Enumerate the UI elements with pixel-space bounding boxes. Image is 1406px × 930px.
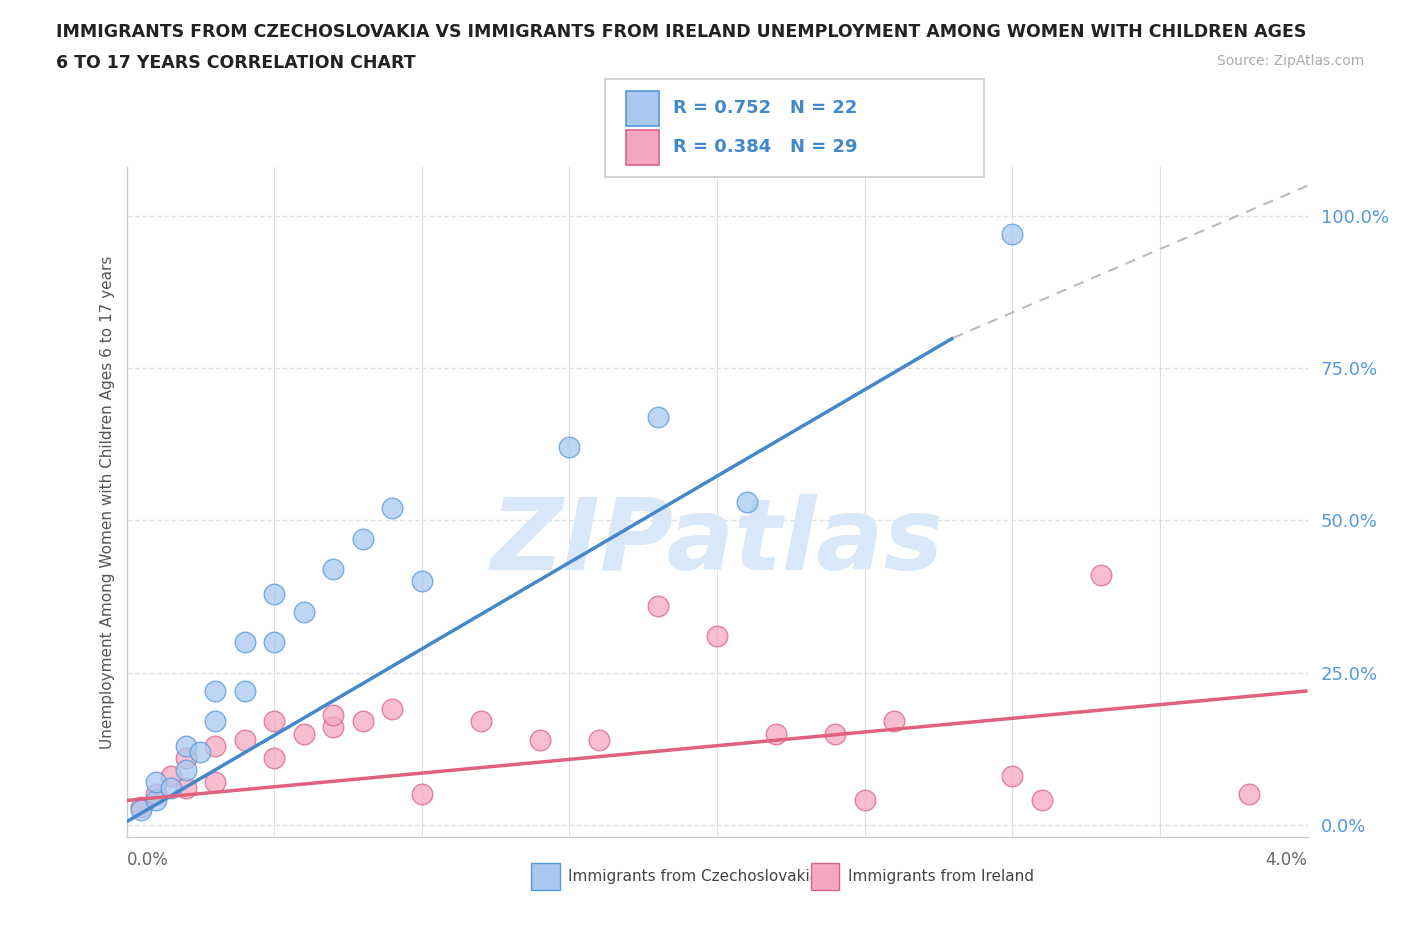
Point [145, 787, 167, 802]
Point [204, 775, 226, 790]
Point [322, 562, 344, 577]
Point [129, 803, 153, 817]
Point [174, 781, 197, 796]
Point [145, 793, 167, 808]
Point [322, 708, 344, 723]
Point [129, 799, 153, 814]
Point [647, 409, 669, 424]
Point [735, 495, 758, 510]
Point [824, 726, 846, 741]
Point [233, 732, 256, 747]
Text: R = 0.752   N = 22: R = 0.752 N = 22 [673, 100, 858, 117]
Point [1001, 769, 1024, 784]
Point [204, 714, 226, 729]
Point [322, 720, 344, 735]
Point [174, 751, 197, 765]
Point [174, 763, 197, 777]
Point [174, 738, 197, 753]
Point [706, 629, 728, 644]
Point [411, 574, 433, 589]
Point [853, 793, 876, 808]
Point [765, 726, 787, 741]
Text: 6 TO 17 YEARS CORRELATION CHART: 6 TO 17 YEARS CORRELATION CHART [56, 54, 416, 72]
Point [1090, 568, 1112, 583]
Text: Immigrants from Czechoslovakia: Immigrants from Czechoslovakia [568, 869, 820, 884]
Point [411, 787, 433, 802]
Point [588, 732, 610, 747]
Point [883, 714, 905, 729]
Point [292, 726, 315, 741]
Point [647, 598, 669, 613]
Point [233, 635, 256, 650]
Text: 4.0%: 4.0% [1265, 851, 1308, 869]
Point [381, 501, 404, 516]
Y-axis label: Unemployment Among Women with Children Ages 6 to 17 years: Unemployment Among Women with Children A… [100, 256, 115, 749]
Point [160, 769, 183, 784]
Text: 0.0%: 0.0% [127, 851, 169, 869]
Point [263, 635, 285, 650]
Point [381, 702, 404, 717]
Point [263, 586, 285, 601]
Point [558, 440, 581, 455]
Point [352, 531, 374, 546]
Point [1031, 793, 1053, 808]
Point [529, 732, 551, 747]
Point [145, 775, 167, 790]
Text: IMMIGRANTS FROM CZECHOSLOVAKIA VS IMMIGRANTS FROM IRELAND UNEMPLOYMENT AMONG WOM: IMMIGRANTS FROM CZECHOSLOVAKIA VS IMMIGR… [56, 23, 1306, 41]
Point [292, 604, 315, 619]
Text: Source: ZipAtlas.com: Source: ZipAtlas.com [1216, 54, 1364, 68]
Point [233, 684, 256, 698]
Point [263, 714, 285, 729]
Point [204, 738, 226, 753]
Point [352, 714, 374, 729]
Point [1237, 787, 1260, 802]
Point [470, 714, 492, 729]
Point [188, 744, 211, 759]
Point [204, 684, 226, 698]
Text: R = 0.384   N = 29: R = 0.384 N = 29 [673, 139, 858, 156]
Point [160, 781, 183, 796]
Text: Immigrants from Ireland: Immigrants from Ireland [848, 869, 1033, 884]
Point [1001, 227, 1024, 242]
Text: ZIPatlas: ZIPatlas [491, 494, 943, 591]
Point [263, 751, 285, 765]
